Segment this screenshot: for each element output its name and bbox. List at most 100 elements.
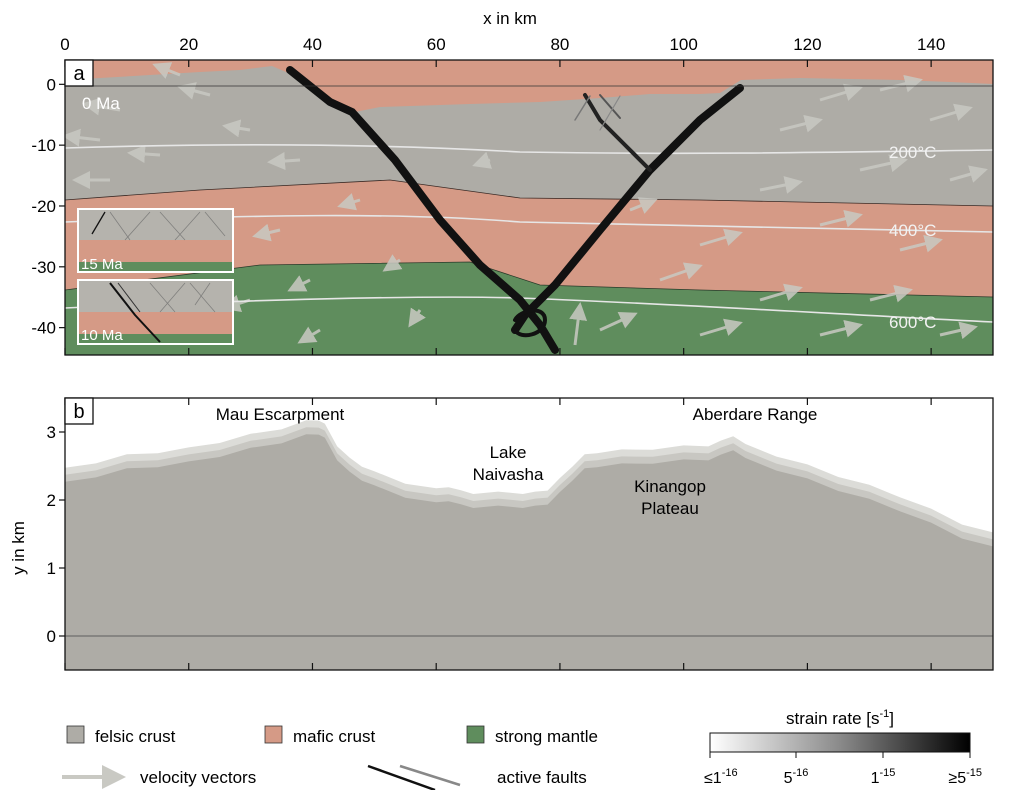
y-tick-label-a: -30 [31,258,56,277]
y-tick-label-b: 2 [47,491,56,510]
legend-label-felsic: felsic crust [95,727,176,746]
velocity-vector [267,152,301,170]
active-faults [286,66,744,354]
velocity-vector [819,209,863,228]
colorbar-tick-label: 5-16 [784,767,809,787]
panel-a-y-ticks: 0 -10 -20 -30 -40 [31,75,65,338]
colorbar-tick-label: ≥5-15 [948,767,982,787]
velocity-vector [819,83,863,102]
panel-b-x-ticks [64,398,932,670]
label-kinangop-line1: Kinangop [634,477,706,496]
velocity-vector [287,275,311,292]
velocity-vector [929,103,973,122]
topography-fill [65,434,993,670]
velocity-vector [759,283,803,302]
velocity-vectors [65,62,988,346]
velocity-vector [65,128,101,147]
legend-label-faults: active faults [497,768,587,787]
velocity-vector [127,145,161,163]
legend: felsic crust mafic crust strong mantle v… [62,708,982,790]
velocity-vector [337,193,361,211]
legend-label-mantle: strong mantle [495,727,598,746]
colorbar-ticks: ≤1-16 5-16 1-15 ≥5-15 [704,752,982,787]
velocity-vector [939,321,978,340]
velocity-vector [819,319,863,338]
panel-a-label: a [73,63,85,85]
x-tick-label: 80 [550,35,569,54]
x-tick-label: 100 [669,35,697,54]
x-tick-labels: 0 20 40 60 80 100 120 140 [60,35,945,54]
velocity-vector [82,97,121,116]
fault-loop [513,308,548,338]
panel-b-y-ticks: 0 1 2 3 [47,423,65,646]
fault-faint-1 [574,95,591,121]
x-tick-label: 0 [60,35,69,54]
y-tick-label-b: 1 [47,559,56,578]
velocity-vector [699,318,743,337]
panel-b-label-box [64,397,94,425]
inset-10ma-label: 10 Ma [81,327,123,344]
time-label: 0 Ma [82,94,120,113]
colorbar-title: strain rate [s-1] [786,708,894,728]
inset-10ma: 10 Ma [77,279,234,345]
velocity-vector [472,151,493,169]
felsic-layer [65,66,993,206]
fault-faint-2 [599,95,621,131]
panel-a: 0 -10 -20 -30 -40 a 0 Ma 200°C 400°C 600°C 1… [31,59,994,356]
isotherm-200 [65,143,993,155]
x-axis-title: x in km [483,9,537,28]
legend-swatch-mantle [466,725,485,744]
fault-east-secondary [583,93,652,172]
y-tick-label-a: -20 [31,197,56,216]
velocity-vector [859,154,908,173]
velocity-vector [779,114,823,133]
legend-label-velocity: velocity vectors [140,768,256,787]
x-tick-label: 20 [179,35,198,54]
fault-west-main [286,66,559,354]
isotherm-label-400: 400°C [889,221,936,240]
panel-b-label: b [73,401,84,423]
y-tick-label-a: -10 [31,136,56,155]
velocity-vector [382,254,403,272]
x-tick-label: 120 [793,35,821,54]
y-tick-label-b: 0 [47,627,56,646]
velocity-vector [177,82,211,100]
label-aberdare-range: Aberdare Range [693,405,818,424]
legend-fault-line-grey [399,764,461,787]
x-tick-label: 40 [303,35,322,54]
isotherm-label-200: 200°C [889,143,936,162]
inset-15ma: 15 Ma [77,208,234,273]
y-tick-label-a: 0 [47,75,56,94]
y-tick-label-b: 3 [47,423,56,442]
label-lake-line2: Naivasha [473,465,544,484]
velocity-vector [152,62,181,79]
velocity-vector [949,165,988,183]
velocity-vector [659,262,703,282]
label-lake-line1: Lake [490,443,527,462]
y-tick-label-a: -40 [31,319,56,338]
velocity-vector [899,234,943,253]
y-axis-title: y in km [9,521,28,575]
velocity-vector [759,176,803,194]
velocity-vector [599,312,638,332]
label-mau-escarpment: Mau Escarpment [216,405,345,424]
panel-a-label-box [64,59,94,87]
panel-b: 0 1 2 3 b y in km Mau Escarpment Aberdare R… [9,397,994,671]
velocity-vector [222,119,251,138]
legend-swatch-felsic [66,725,85,744]
legend-swatch-mafic [264,725,283,744]
x-tick-label: 60 [427,35,446,54]
panel-a-frame [64,59,994,356]
velocity-vector [569,302,588,346]
label-kinangop-line2: Plateau [641,499,699,518]
isotherm-label-600: 600°C [889,313,936,332]
panel-b-frame [64,397,994,671]
colorbar-tick-label: 1-15 [871,767,896,787]
fault-east-main [511,84,744,334]
x-tick-label: 140 [917,35,945,54]
velocity-vector [629,197,658,214]
velocity-vector [297,326,321,344]
legend-fault-line-black [367,764,436,790]
felsic-mafic-boundary [65,179,993,207]
